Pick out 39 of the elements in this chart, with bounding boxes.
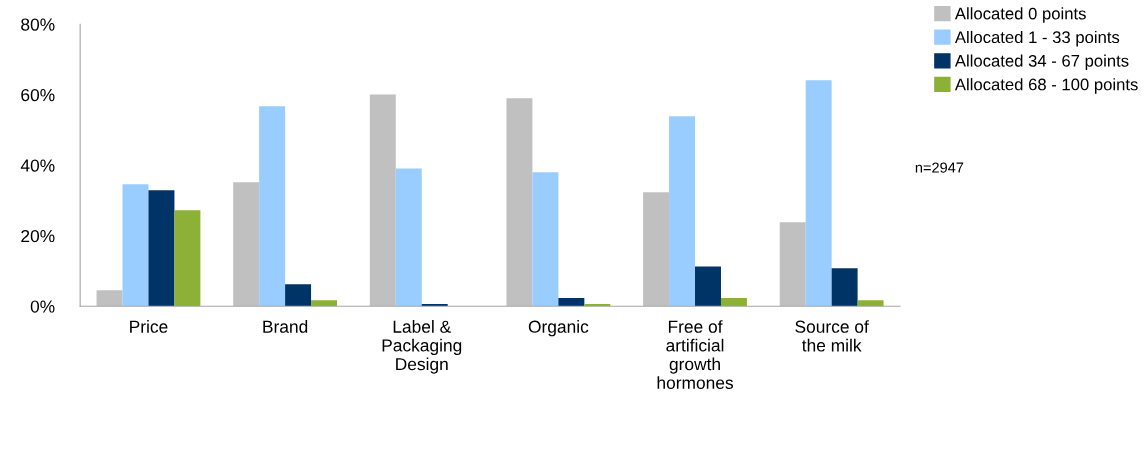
bar — [421, 304, 448, 307]
bar — [96, 290, 123, 307]
bar — [174, 210, 201, 307]
y-tick-label: 20% — [21, 229, 55, 243]
bar — [122, 184, 149, 307]
bar — [532, 172, 559, 307]
bar — [669, 116, 696, 307]
legend-label: Allocated 34 - 67 points — [954, 54, 1129, 71]
legend-label: Allocated 68 - 100 points — [954, 78, 1138, 94]
x-tick-label: Free of artificial growth hormones — [657, 320, 733, 389]
bar — [831, 268, 858, 307]
x-tick-label: Organic — [528, 320, 589, 337]
bar — [233, 182, 260, 307]
bar — [805, 80, 832, 307]
y-tick-label: 80% — [21, 18, 55, 31]
bar — [779, 222, 806, 307]
bar — [148, 190, 175, 307]
bar — [558, 298, 585, 307]
y-tick-label: 0% — [30, 300, 55, 313]
bar — [395, 168, 422, 307]
y-tick-label: 60% — [21, 88, 55, 102]
text: n=2947 — [915, 162, 964, 173]
legend-label: Allocated 0 points — [954, 7, 1086, 23]
bar — [584, 304, 611, 307]
x-tick-label: Price — [130, 320, 168, 333]
bar — [643, 192, 670, 307]
bar — [506, 98, 533, 307]
legend-label: Allocated 1 - 33 points — [954, 30, 1120, 47]
bar — [285, 284, 312, 307]
x-tick-label: Brand — [263, 320, 308, 333]
bar — [857, 300, 884, 307]
bar — [695, 266, 721, 307]
x-tick-label: Label & Packaging Design — [382, 320, 462, 374]
bar — [259, 106, 286, 307]
x-tick-label: Source of the milk — [795, 320, 869, 352]
bar — [720, 298, 747, 307]
bar — [311, 300, 338, 307]
bar — [369, 94, 396, 307]
y-tick-label: 40% — [20, 159, 55, 172]
